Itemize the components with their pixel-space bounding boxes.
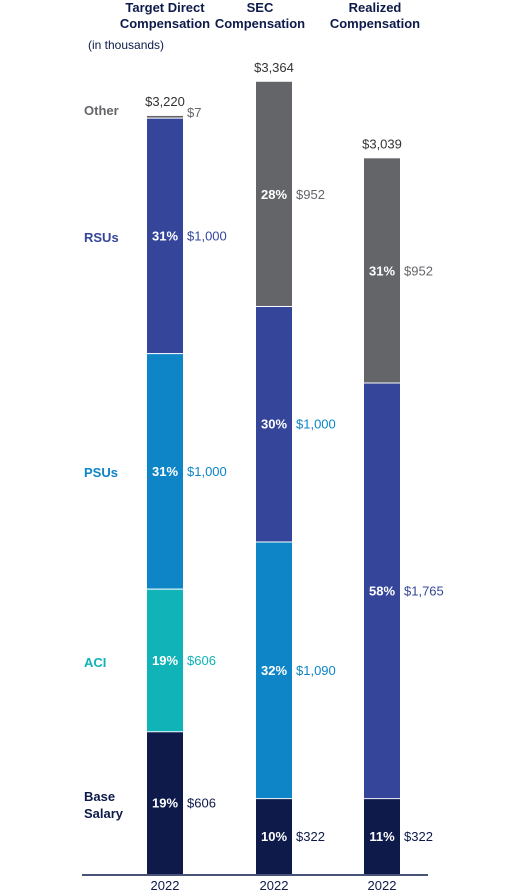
segment-value-label: $952 bbox=[404, 263, 433, 278]
bar-segment bbox=[364, 382, 400, 799]
bar-segment bbox=[147, 588, 183, 732]
segment-value-label: $1,000 bbox=[187, 228, 227, 243]
bar-total-label: $3,364 bbox=[254, 60, 294, 75]
bar-segment bbox=[256, 81, 292, 306]
segment-value-label: $606 bbox=[187, 796, 216, 811]
segment-value-label: $1,000 bbox=[296, 417, 336, 432]
segment-percent-label: 11% bbox=[369, 829, 395, 844]
x-tick-label: 2022 bbox=[151, 878, 180, 893]
bar-total-label: $3,039 bbox=[362, 136, 402, 151]
bar-segment bbox=[147, 731, 183, 874]
header-target-direct: Target Direct Compensation bbox=[119, 0, 211, 31]
segment-value-label: $606 bbox=[187, 653, 216, 668]
bar-segment bbox=[147, 353, 183, 589]
segment-percent-label: 58% bbox=[369, 583, 395, 598]
segment-value-label: $1,090 bbox=[296, 663, 336, 678]
segment-percent-label: 31% bbox=[152, 464, 178, 479]
bar-segment bbox=[364, 158, 400, 383]
segment-percent-label: 31% bbox=[369, 263, 395, 278]
x-tick-label: 2022 bbox=[260, 878, 289, 893]
category-label: Other bbox=[84, 103, 119, 118]
segment-value-label: $7 bbox=[187, 105, 201, 120]
segment-percent-label: 30% bbox=[261, 417, 287, 432]
segment-value-label: $322 bbox=[296, 829, 325, 844]
bar-segment bbox=[256, 798, 292, 874]
header-realized: Realized Compensation bbox=[329, 0, 421, 31]
bar-segment bbox=[147, 115, 183, 118]
segment-percent-label: 19% bbox=[152, 796, 178, 811]
category-label: ACI bbox=[84, 655, 106, 670]
category-label: Salary bbox=[84, 806, 124, 821]
segment-percent-label: 19% bbox=[152, 653, 178, 668]
segment-value-label: $1,000 bbox=[187, 464, 227, 479]
segment-percent-label: 32% bbox=[261, 663, 287, 678]
category-label: PSUs bbox=[84, 465, 118, 480]
segment-value-label: $322 bbox=[404, 829, 433, 844]
bar-segment bbox=[364, 798, 400, 874]
bar-segment bbox=[256, 541, 292, 799]
segment-percent-label: 10% bbox=[261, 829, 287, 844]
bar-segment bbox=[256, 305, 292, 542]
segment-value-label: $952 bbox=[296, 187, 325, 202]
segment-value-label: $1,765 bbox=[404, 583, 444, 598]
units-note: (in thousands) bbox=[88, 38, 165, 52]
header-sec: SEC Compensation bbox=[214, 0, 306, 31]
segment-percent-label: 28% bbox=[261, 187, 287, 202]
segment-percent-label: 31% bbox=[152, 228, 178, 243]
bar-total-label: $3,220 bbox=[145, 94, 185, 109]
category-label: RSUs bbox=[84, 230, 119, 245]
x-tick-label: 2022 bbox=[368, 878, 397, 893]
bar-segment bbox=[147, 117, 183, 354]
category-label: Base bbox=[84, 789, 115, 804]
